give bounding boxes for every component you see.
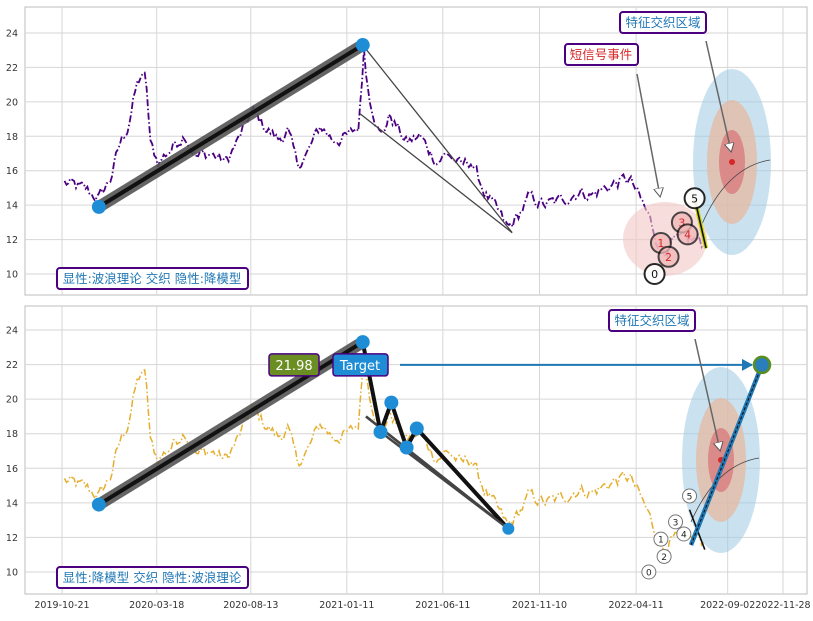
y-tick-label: 10: [6, 568, 18, 579]
wave-count-marker: [643, 263, 666, 285]
x-tick-label: 2021-11-10: [512, 600, 567, 611]
trend-start-dot: [91, 199, 106, 214]
wave-count-label: 3: [673, 518, 679, 528]
wave-count-label: 5: [687, 492, 693, 502]
callout-text-signal: 短信号事件: [570, 47, 633, 62]
callout-text-feature: 特征交织区域: [625, 15, 700, 30]
target-badge-text: Target: [339, 359, 380, 374]
zigzag-pivot-dot: [373, 424, 388, 439]
wave-count-marker: [668, 514, 684, 530]
callout-arrow-feature: [694, 338, 720, 450]
plot-area: [24, 305, 808, 595]
zigzag-wave-line: [360, 341, 510, 531]
y-tick-label: 14: [6, 201, 18, 212]
y-tick-label: 18: [6, 429, 18, 440]
wave-count-marker: [683, 187, 706, 210]
callout-box-feature: [608, 309, 696, 332]
price-badge-text: 21.98: [275, 359, 312, 374]
wave-count-marker: [656, 548, 672, 564]
wave-count-marker: [641, 564, 657, 580]
zigzag-pivot-dot: [399, 440, 414, 455]
wave-count-label: 0: [646, 569, 652, 579]
callout-arrow-feature: [705, 40, 731, 151]
wave-count-marker: [653, 531, 669, 547]
x-tick-label: 2021-06-11: [415, 600, 470, 611]
x-tick-label: 2022-09-02: [700, 600, 755, 611]
y-tick-label: 24: [6, 326, 18, 337]
y-tick-label: 12: [6, 533, 18, 544]
y-tick-label: 20: [6, 395, 18, 406]
price-series-line: [63, 345, 705, 557]
trend-peak-dot: [355, 335, 370, 350]
y-tick-label: 10: [6, 270, 18, 281]
wave-count-label: 4: [681, 530, 687, 540]
x-tick-label: 2022-04-11: [609, 600, 664, 611]
y-tick-label: 16: [6, 166, 18, 177]
wave-count-label: 2: [661, 553, 667, 563]
price-series-line: [63, 48, 705, 259]
callout-box-signal: [564, 43, 639, 66]
y-tick-label: 14: [6, 498, 18, 509]
target-projection-dash: [690, 364, 763, 546]
y-tick-label: 18: [6, 132, 18, 143]
fan-line-lower: [359, 113, 513, 234]
price-badge-box: [268, 353, 320, 377]
target-badge-box: [332, 353, 389, 377]
callout-box-feature: [619, 11, 707, 34]
wave-count-marker: [676, 526, 692, 542]
panel-label-box: [56, 267, 249, 290]
zigzag-pivot-dot: [409, 421, 424, 436]
wave-count-label: 5: [691, 192, 698, 205]
feature-zone-center: [729, 159, 735, 165]
x-tick-label: 2022-11-28: [755, 600, 810, 611]
projection-curve: [690, 457, 760, 523]
x-tick-label: 2021-01-11: [319, 600, 374, 611]
wave-count-label: 0: [651, 268, 658, 281]
wave-count-label: 1: [658, 536, 664, 546]
wave-count-marker: [676, 223, 699, 246]
y-tick-label: 24: [6, 29, 18, 40]
zigzag-pivot-dot: [384, 395, 399, 410]
trend-line-core: [96, 43, 365, 209]
callout-text-feature: 特征交织区域: [614, 313, 689, 328]
wave-count-label: 3: [678, 216, 685, 229]
projection-curve: [701, 159, 771, 225]
target-point: [752, 355, 772, 375]
y-tick-label: 20: [6, 97, 18, 108]
panel-label-box: [56, 566, 249, 589]
wave-count-marker: [682, 488, 698, 504]
chart-panel-top: 10 12 14 16 18 20 22 24 0 12 34 5 特征交织区域短信号事件显性:波浪理论…: [6, 6, 808, 296]
wave-count-label: 2: [665, 251, 672, 264]
y-tick-label: 22: [6, 360, 18, 371]
zigzag-end-dot: [502, 522, 515, 535]
wave-count-label: 1: [657, 237, 664, 250]
y-tick-label: 22: [6, 63, 18, 74]
x-tick-label: 2020-03-18: [129, 600, 184, 611]
panel-label-text: 显性:降模型 交织 隐性:波浪理论: [63, 570, 242, 585]
panel-label-text: 显性:波浪理论 交织 隐性:降模型: [63, 271, 242, 286]
y-tick-label: 16: [6, 464, 18, 475]
wave-count-label: 4: [684, 228, 691, 241]
trend-peak-dot: [355, 38, 370, 53]
fan-line-upper: [362, 44, 513, 234]
trend-start-dot: [91, 497, 106, 512]
callout-arrow-signal: [636, 73, 660, 196]
x-tick-label: 2019-10-21: [34, 600, 89, 611]
y-tick-label: 12: [6, 235, 18, 246]
x-tick-label: 2020-08-13: [223, 600, 278, 611]
wave-count-marker: [657, 245, 680, 268]
